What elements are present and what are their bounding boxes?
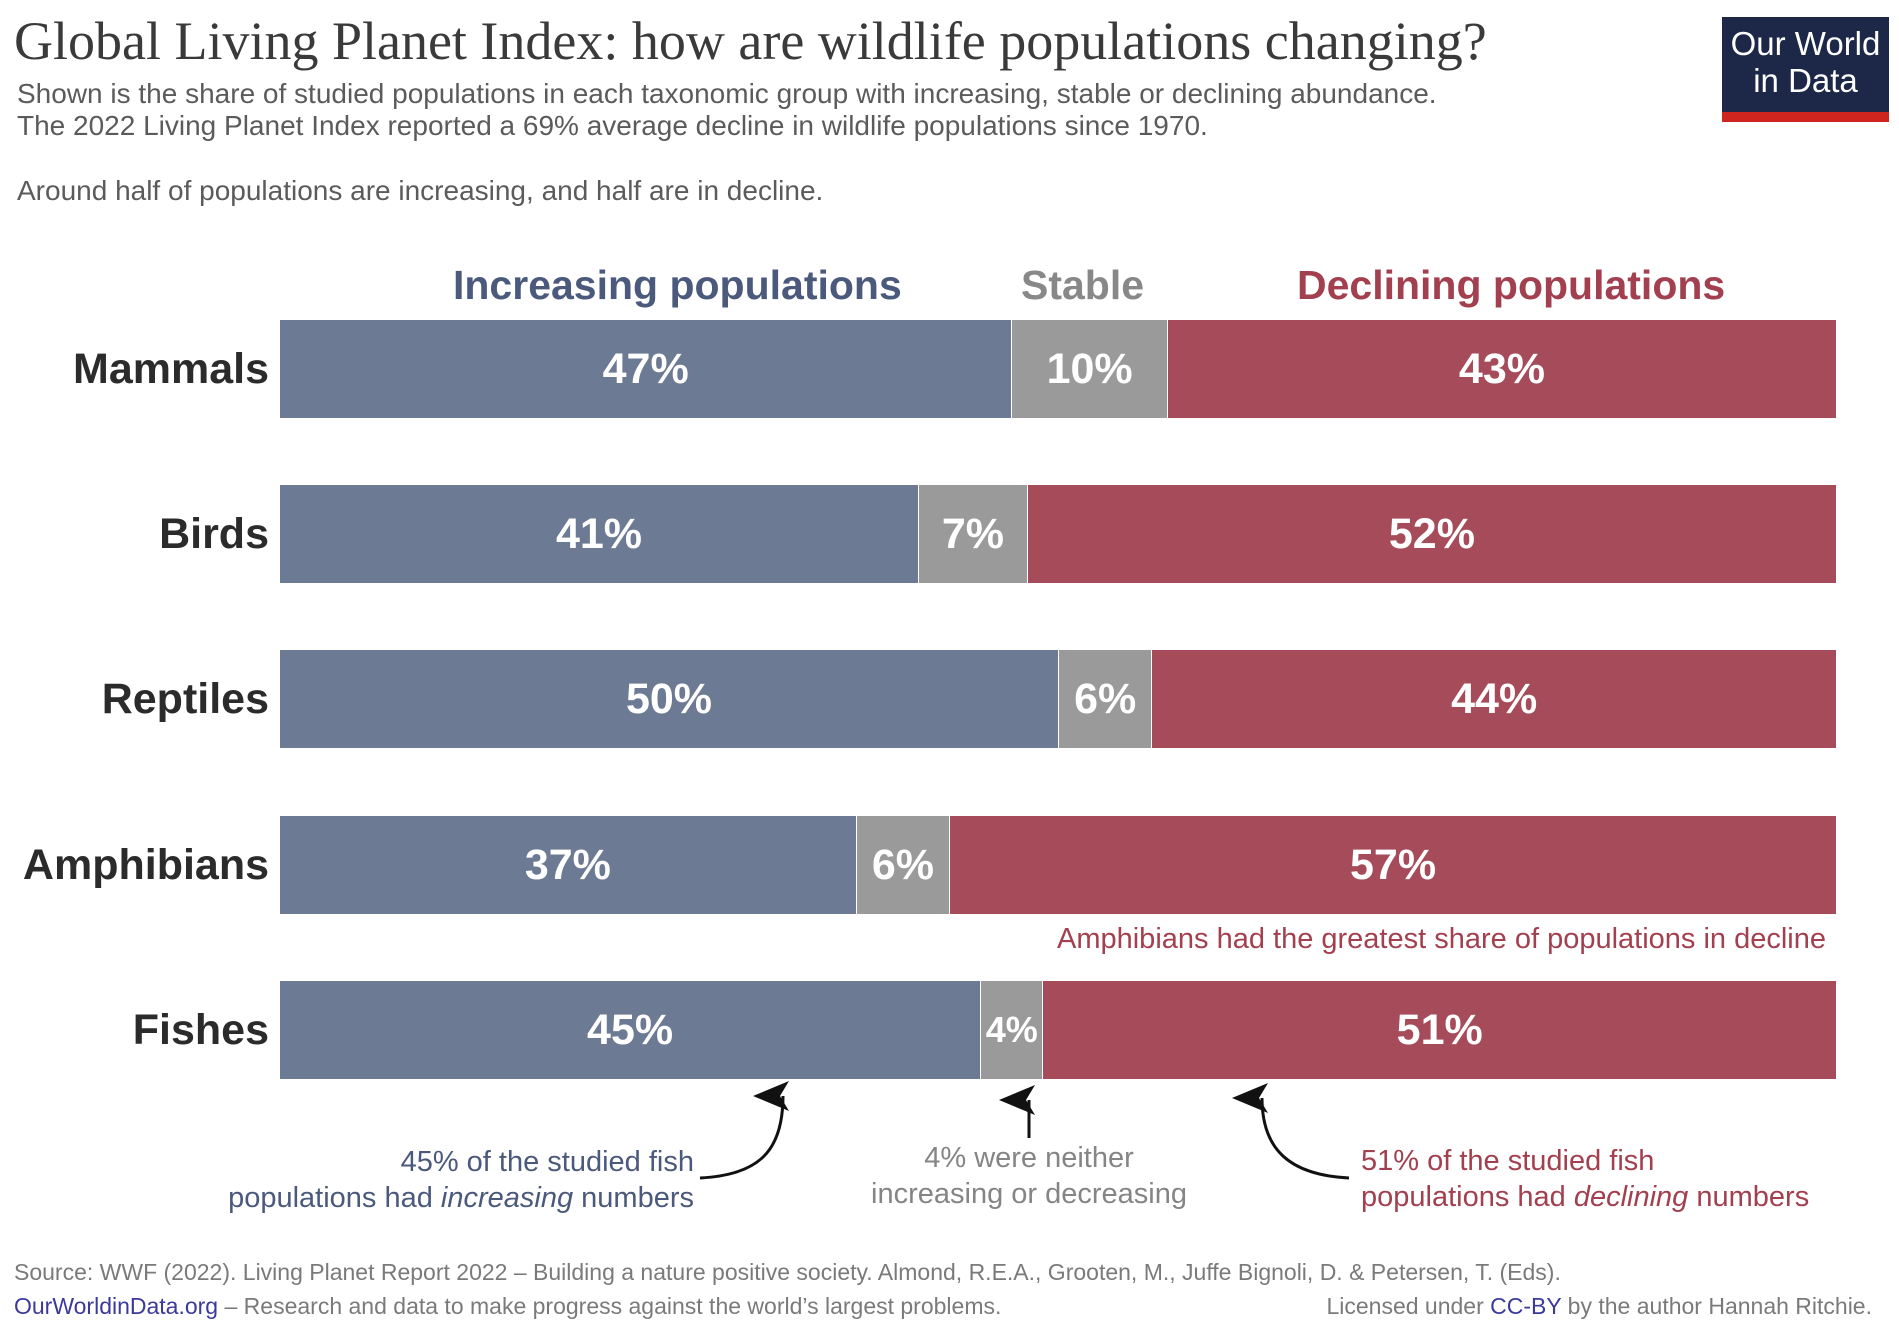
bar-increasing: 37%: [280, 816, 856, 914]
annotation-emphasis: declining: [1573, 1181, 1689, 1213]
license-text: by the author Hannah Ritchie.: [1561, 1293, 1872, 1319]
data-label: 52%: [1388, 509, 1475, 558]
bar-declining: 44%: [1151, 650, 1836, 748]
annotation-line: populations had declining numbers: [1361, 1179, 1809, 1215]
amphibians-annotation: Amphibians had the greatest share of pop…: [1056, 923, 1826, 955]
logo-line-1: Our World: [1730, 25, 1881, 62]
data-label: 6%: [1074, 674, 1137, 723]
fish-declining-annotation: 51% of the studied fish populations had …: [1361, 1143, 1809, 1215]
fish-increasing-annotation: 45% of the studied fish populations had …: [228, 1144, 694, 1216]
data-label: 43%: [1458, 344, 1545, 393]
license-note: Licensed under CC-BY by the author Hanna…: [1326, 1293, 1872, 1320]
bar-stable: 10%: [1011, 320, 1167, 418]
bar-increasing: 47%: [280, 320, 1012, 418]
subtitle-line-2: The 2022 Living Planet Index reported a …: [17, 110, 1208, 141]
annotation-text: populations had: [228, 1182, 441, 1214]
logo-line-2: in Data: [1753, 62, 1858, 99]
fish-stable-annotation: 4% were neither increasing or decreasing: [829, 1140, 1229, 1212]
annotation-text: numbers: [1688, 1181, 1810, 1213]
bar-declining: 51%: [1042, 981, 1836, 1079]
bar-stable: 6%: [1058, 650, 1152, 748]
data-label: 7%: [941, 509, 1004, 558]
data-label: 47%: [602, 344, 689, 393]
annotation-line: populations had increasing numbers: [228, 1180, 694, 1216]
lead-text: Around half of populations are increasin…: [17, 175, 824, 206]
data-label: 44%: [1451, 674, 1538, 723]
footer-tagline: OurWorldinData.org – Research and data t…: [14, 1293, 1001, 1320]
category-label: Mammals: [73, 345, 269, 393]
legend-increasing: Increasing populations: [453, 262, 902, 308]
data-label: 6%: [871, 840, 934, 889]
owid-link[interactable]: OurWorldinData.org: [14, 1293, 219, 1319]
bar-declining: 43%: [1166, 320, 1836, 418]
tagline-text: – Research and data to make progress aga…: [218, 1293, 1002, 1319]
annotation-line: 4% were neither: [924, 1142, 1134, 1174]
category-label: Amphibians: [22, 841, 269, 889]
annotation-text: populations had: [1361, 1181, 1574, 1213]
subtitle-line-1: Shown is the share of studied population…: [17, 78, 1437, 109]
bar-increasing: 41%: [280, 485, 918, 583]
category-label: Fishes: [132, 1006, 269, 1054]
legend-stable: Stable: [1021, 262, 1145, 308]
bar-stable: 7%: [917, 485, 1027, 583]
data-label: 45%: [587, 1005, 674, 1054]
category-label: Reptiles: [101, 675, 269, 723]
data-label: 4%: [985, 1009, 1038, 1050]
owid-logo[interactable]: Our World in Data: [1722, 17, 1889, 122]
bar-stable: 6%: [855, 816, 950, 914]
bar-increasing: 50%: [280, 650, 1058, 748]
annotation-text: numbers: [573, 1182, 694, 1214]
category-label: Birds: [159, 510, 269, 558]
bar-stable: 4%: [980, 981, 1043, 1079]
chart-title: Global Living Planet Index: how are wild…: [14, 11, 1487, 71]
annotation-line: increasing or decreasing: [871, 1178, 1187, 1210]
data-label: 10%: [1046, 344, 1133, 393]
license-text: Licensed under: [1326, 1293, 1491, 1319]
annotation-line: 51% of the studied fish: [1361, 1145, 1655, 1177]
cc-by-link[interactable]: CC-BY: [1490, 1293, 1562, 1319]
bar-declining: 52%: [1026, 485, 1836, 583]
arrow-increasing: [699, 1081, 790, 1180]
arrow-declining: [1232, 1082, 1350, 1180]
data-label: 41%: [555, 509, 643, 558]
data-label: 37%: [524, 840, 611, 889]
legend-declining: Declining populations: [1297, 262, 1726, 308]
bar-declining: 57%: [949, 816, 1836, 914]
data-label: 50%: [625, 674, 713, 723]
data-label: 57%: [1349, 840, 1437, 889]
data-label: 51%: [1396, 1005, 1483, 1054]
annotation-line: 45% of the studied fish: [400, 1146, 694, 1178]
bar-increasing: 45%: [280, 981, 981, 1079]
annotation-emphasis: increasing: [440, 1182, 574, 1214]
source-note: Source: WWF (2022). Living Planet Report…: [14, 1259, 1561, 1285]
